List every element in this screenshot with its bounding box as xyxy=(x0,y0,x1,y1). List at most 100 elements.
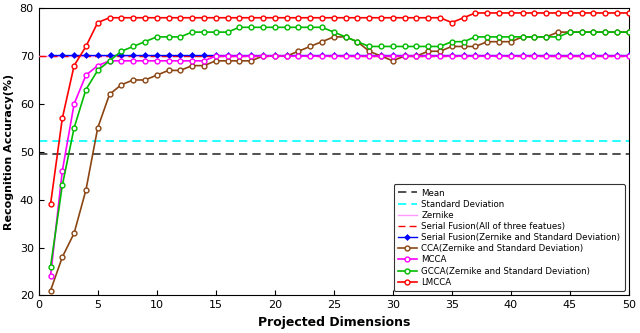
LMCCA xyxy=(247,16,255,20)
LMCCA xyxy=(401,16,408,20)
LMCCA xyxy=(413,16,420,20)
Serial Fusion(Zernike and Standard Deviation) xyxy=(519,53,527,57)
Standard Deviation xyxy=(625,139,633,143)
GCCA(Zernike and Standard Deviation) xyxy=(613,30,621,34)
CCA(Zernike and Standard Deviation) xyxy=(70,231,78,235)
GCCA(Zernike and Standard Deviation) xyxy=(554,35,562,39)
CCA(Zernike and Standard Deviation) xyxy=(307,45,314,49)
Serial Fusion(Zernike and Standard Deviation) xyxy=(106,53,113,57)
Zernike xyxy=(625,54,633,58)
MCCA xyxy=(129,59,137,63)
MCCA xyxy=(294,54,302,58)
Serial Fusion(Zernike and Standard Deviation) xyxy=(153,53,161,57)
MCCA xyxy=(177,59,184,63)
LMCCA xyxy=(531,11,538,15)
Serial Fusion(Zernike and Standard Deviation) xyxy=(460,53,467,57)
CCA(Zernike and Standard Deviation) xyxy=(495,40,503,44)
GCCA(Zernike and Standard Deviation) xyxy=(153,35,161,39)
LMCCA xyxy=(294,16,302,20)
GCCA(Zernike and Standard Deviation) xyxy=(47,265,54,269)
MCCA xyxy=(330,54,338,58)
LMCCA xyxy=(47,202,54,206)
LMCCA xyxy=(460,16,467,20)
GCCA(Zernike and Standard Deviation) xyxy=(236,25,243,29)
MCCA xyxy=(483,54,491,58)
Serial Fusion(Zernike and Standard Deviation) xyxy=(377,53,385,57)
Serial Fusion(Zernike and Standard Deviation) xyxy=(472,53,479,57)
Serial Fusion(Zernike and Standard Deviation) xyxy=(94,53,102,57)
Mean xyxy=(35,152,42,156)
LMCCA xyxy=(259,16,267,20)
MCCA xyxy=(401,54,408,58)
Serial Fusion(Zernike and Standard Deviation) xyxy=(236,53,243,57)
CCA(Zernike and Standard Deviation) xyxy=(177,68,184,72)
Line: GCCA(Zernike and Standard Deviation): GCCA(Zernike and Standard Deviation) xyxy=(48,25,631,269)
MCCA xyxy=(578,54,586,58)
LMCCA xyxy=(164,16,172,20)
GCCA(Zernike and Standard Deviation) xyxy=(566,30,573,34)
LMCCA xyxy=(177,16,184,20)
Serial Fusion(Zernike and Standard Deviation) xyxy=(212,53,220,57)
LMCCA xyxy=(578,11,586,15)
Serial Fusion(All of three featues) xyxy=(424,54,432,58)
GCCA(Zernike and Standard Deviation) xyxy=(448,40,456,44)
CCA(Zernike and Standard Deviation) xyxy=(365,49,373,53)
GCCA(Zernike and Standard Deviation) xyxy=(330,30,338,34)
Standard Deviation xyxy=(224,139,232,143)
Serial Fusion(Zernike and Standard Deviation) xyxy=(495,53,503,57)
CCA(Zernike and Standard Deviation) xyxy=(94,126,102,130)
CCA(Zernike and Standard Deviation) xyxy=(436,49,444,53)
Zernike xyxy=(613,54,621,58)
LMCCA xyxy=(613,11,621,15)
MCCA xyxy=(436,54,444,58)
Serial Fusion(Zernike and Standard Deviation) xyxy=(188,53,196,57)
Serial Fusion(All of three featues) xyxy=(164,54,172,58)
GCCA(Zernike and Standard Deviation) xyxy=(542,35,550,39)
MCCA xyxy=(58,169,66,173)
GCCA(Zernike and Standard Deviation) xyxy=(483,35,491,39)
GCCA(Zernike and Standard Deviation) xyxy=(625,30,633,34)
Serial Fusion(Zernike and Standard Deviation) xyxy=(70,53,78,57)
MCCA xyxy=(70,102,78,106)
CCA(Zernike and Standard Deviation) xyxy=(531,35,538,39)
CCA(Zernike and Standard Deviation) xyxy=(259,54,267,58)
Serial Fusion(Zernike and Standard Deviation) xyxy=(436,53,444,57)
MCCA xyxy=(448,54,456,58)
MCCA xyxy=(224,54,232,58)
LMCCA xyxy=(58,116,66,120)
Zernike xyxy=(35,54,42,58)
Serial Fusion(Zernike and Standard Deviation) xyxy=(507,53,515,57)
MCCA xyxy=(153,59,161,63)
Serial Fusion(Zernike and Standard Deviation) xyxy=(542,53,550,57)
MCCA xyxy=(318,54,326,58)
Serial Fusion(Zernike and Standard Deviation) xyxy=(307,53,314,57)
GCCA(Zernike and Standard Deviation) xyxy=(507,35,515,39)
GCCA(Zernike and Standard Deviation) xyxy=(188,30,196,34)
GCCA(Zernike and Standard Deviation) xyxy=(283,25,291,29)
GCCA(Zernike and Standard Deviation) xyxy=(94,68,102,72)
LMCCA xyxy=(70,64,78,68)
Serial Fusion(Zernike and Standard Deviation) xyxy=(401,53,408,57)
MCCA xyxy=(212,54,220,58)
Serial Fusion(Zernike and Standard Deviation) xyxy=(613,53,621,57)
LMCCA xyxy=(507,11,515,15)
CCA(Zernike and Standard Deviation) xyxy=(377,54,385,58)
MCCA xyxy=(118,59,125,63)
GCCA(Zernike and Standard Deviation) xyxy=(495,35,503,39)
MCCA xyxy=(141,59,148,63)
Serial Fusion(Zernike and Standard Deviation) xyxy=(483,53,491,57)
Serial Fusion(Zernike and Standard Deviation) xyxy=(413,53,420,57)
GCCA(Zernike and Standard Deviation) xyxy=(460,40,467,44)
Serial Fusion(All of three featues) xyxy=(35,54,42,58)
CCA(Zernike and Standard Deviation) xyxy=(294,49,302,53)
MCCA xyxy=(200,59,208,63)
Line: CCA(Zernike and Standard Deviation): CCA(Zernike and Standard Deviation) xyxy=(48,30,631,293)
Standard Deviation xyxy=(212,139,220,143)
Line: Serial Fusion(Zernike and Standard Deviation): Serial Fusion(Zernike and Standard Devia… xyxy=(49,53,631,57)
Serial Fusion(Zernike and Standard Deviation) xyxy=(342,53,349,57)
GCCA(Zernike and Standard Deviation) xyxy=(177,35,184,39)
GCCA(Zernike and Standard Deviation) xyxy=(247,25,255,29)
Line: LMCCA: LMCCA xyxy=(48,11,631,207)
CCA(Zernike and Standard Deviation) xyxy=(554,30,562,34)
Serial Fusion(Zernike and Standard Deviation) xyxy=(318,53,326,57)
